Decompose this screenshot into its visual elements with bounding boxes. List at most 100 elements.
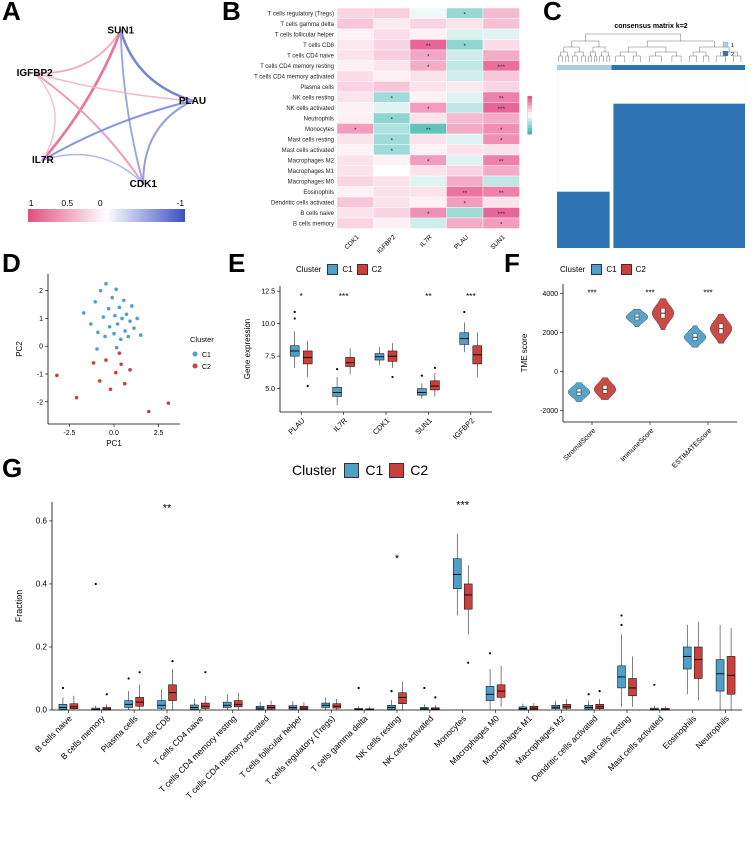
consensus-matrix-plot: consensus matrix k=2 1 2 [556, 23, 746, 249]
svg-text:0: 0 [39, 344, 43, 351]
svg-text:Macrophages M1: Macrophages M1 [288, 169, 335, 175]
svg-text:**: ** [426, 127, 432, 134]
svg-text:7.5: 7.5 [265, 354, 275, 361]
svg-text:T cells follicular helper: T cells follicular helper [275, 32, 334, 38]
svg-text:*: * [390, 116, 393, 123]
svg-text:*: * [500, 221, 503, 228]
svg-text:ImmuneScore: ImmuneScore [620, 427, 656, 463]
legend-swatch-c2 [389, 462, 405, 478]
svg-text:12.5: 12.5 [261, 289, 275, 296]
svg-text:2000: 2000 [542, 330, 558, 337]
svg-text:PC2: PC2 [15, 341, 24, 357]
svg-text:CDK1: CDK1 [371, 416, 392, 437]
svg-text:NK cells resting: NK cells resting [292, 95, 334, 101]
svg-text:Eosinophils: Eosinophils [303, 190, 334, 196]
svg-text:NK cells activated: NK cells activated [286, 106, 334, 112]
svg-text:-2.5: -2.5 [63, 430, 75, 437]
legend-label-c1: C1 [342, 265, 353, 274]
legend-label-c1: C1 [606, 265, 617, 274]
svg-text:**: ** [426, 43, 432, 50]
svg-text:1: 1 [731, 43, 734, 49]
dendrogram [558, 33, 742, 62]
svg-text:**: ** [499, 95, 505, 102]
gene-network-plot: SUN1 IGFBP2 PLAU IL7R CDK1 [17, 26, 207, 191]
svg-text:*: * [500, 127, 503, 134]
svg-text:***: *** [466, 291, 477, 301]
svg-text:0.4: 0.4 [36, 579, 48, 588]
svg-text:-2000: -2000 [540, 408, 558, 415]
heatmap-grid: T cells regulatory (Tregs) * T cells gamma… [254, 7, 520, 229]
svg-text:**: ** [462, 190, 468, 197]
tme-score-violin-plot: -2000 0 2000 4000 StromalScore *** ImmuneScore… [520, 284, 737, 470]
panel-label-f: F [504, 248, 520, 278]
legend-swatch-c2 [356, 264, 368, 275]
legend-label-c2: C2 [635, 265, 646, 274]
svg-text:*: * [390, 137, 393, 144]
cluster-legend-e: Cluster C1 C2 [296, 264, 382, 275]
svg-text:StromalScore: StromalScore [562, 427, 597, 462]
svg-text:Monocytes: Monocytes [305, 127, 334, 133]
cluster-legend-f: Cluster C1 C2 [560, 264, 646, 275]
legend-label-c2: C2 [371, 265, 382, 274]
svg-text:*: * [427, 211, 430, 218]
svg-text:T cells CD4 memory activated: T cells CD4 memory activated [254, 74, 334, 80]
svg-text:**: ** [163, 502, 172, 514]
svg-text:T cells gamma delta: T cells gamma delta [309, 713, 370, 774]
svg-text:PC1: PC1 [106, 439, 122, 448]
svg-text:Eosinophils: Eosinophils [660, 713, 698, 751]
svg-text:***: *** [703, 289, 712, 298]
svg-text:B cells naive: B cells naive [300, 211, 334, 217]
cluster-legend-g: Cluster C1 C2 [292, 462, 428, 478]
svg-text:*: * [390, 95, 393, 102]
svg-text:0.2: 0.2 [36, 642, 48, 651]
panel-label-a: A [2, 0, 21, 26]
svg-text:10.0: 10.0 [261, 321, 275, 328]
svg-text:IL7R: IL7R [32, 155, 54, 166]
svg-text:IGFBP2: IGFBP2 [451, 416, 476, 441]
svg-text:*: * [354, 127, 357, 134]
legend-swatch-c1 [344, 462, 360, 478]
svg-text:Gene expression: Gene expression [243, 319, 252, 379]
immune-correlation-heatmap: T cells regulatory (Tregs) * T cells gamma… [254, 7, 532, 256]
panel-label-c: C [543, 0, 562, 26]
svg-text:IGFBP2: IGFBP2 [17, 68, 54, 79]
svg-text:*: * [427, 53, 430, 60]
svg-text:CDK1: CDK1 [343, 234, 360, 251]
svg-text:0.0: 0.0 [36, 706, 48, 715]
legend-swatch-c2 [620, 264, 632, 275]
svg-text:2: 2 [731, 52, 734, 58]
svg-text:*: * [427, 64, 430, 71]
svg-text:T cells gamma delta: T cells gamma delta [280, 22, 334, 28]
svg-text:Cluster: Cluster [190, 335, 214, 344]
legend-label-c2: C2 [410, 462, 429, 478]
legend-tick: 0.5 [61, 198, 74, 208]
svg-text:Mast cells activated: Mast cells activated [606, 713, 666, 773]
svg-text:T cells CD8: T cells CD8 [303, 43, 335, 49]
panel-label-g: G [2, 453, 23, 483]
svg-text:*: * [463, 200, 466, 207]
svg-text:Mast cells activated: Mast cells activated [282, 148, 334, 154]
svg-text:SUN1: SUN1 [107, 26, 134, 37]
svg-text:***: *** [497, 106, 505, 113]
svg-text:*: * [500, 137, 503, 144]
svg-text:T cells CD4 memory resting: T cells CD4 memory resting [260, 64, 334, 70]
svg-text:Macrophages M0: Macrophages M0 [288, 179, 335, 185]
svg-text:C1: C1 [202, 352, 211, 359]
svg-text:*: * [427, 106, 430, 113]
svg-text:**: ** [499, 190, 505, 197]
legend-title: Cluster [560, 265, 586, 274]
svg-text:*: * [427, 158, 430, 165]
svg-text:*: * [390, 148, 393, 155]
legend-title: Cluster [292, 462, 337, 478]
svg-text:***: *** [339, 291, 350, 301]
svg-text:IGFBP2: IGFBP2 [376, 234, 398, 256]
legend-swatch-c1 [327, 264, 339, 275]
correlation-legend-gradient [28, 209, 185, 222]
svg-text:C2: C2 [202, 364, 211, 371]
legend-label-c1: C1 [365, 462, 384, 478]
svg-text:Macrophages M2: Macrophages M2 [288, 158, 335, 164]
svg-text:0.6: 0.6 [36, 516, 48, 525]
svg-text:**: ** [499, 158, 505, 165]
